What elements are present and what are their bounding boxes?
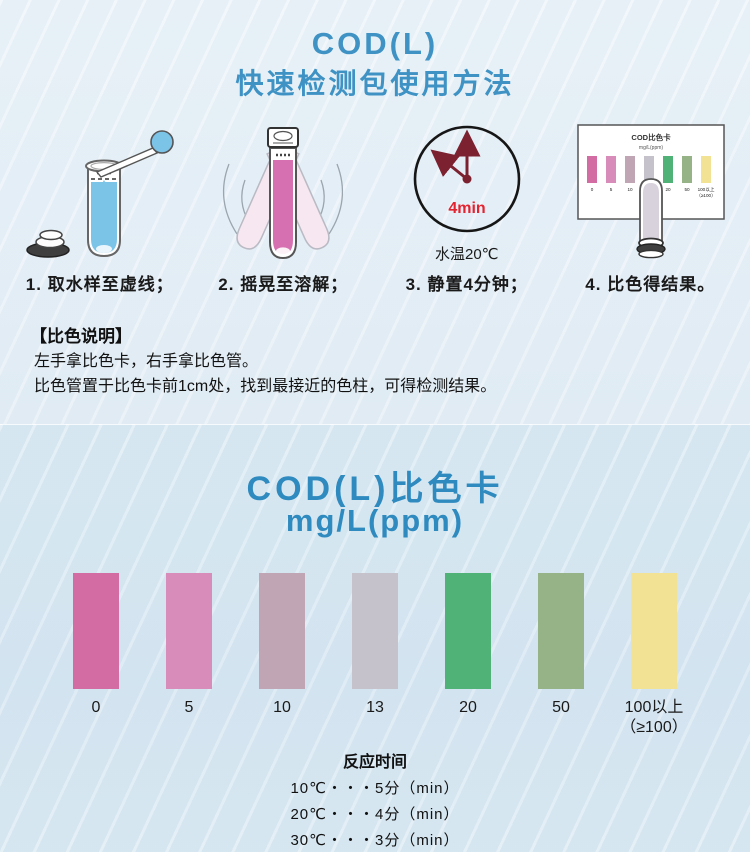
mini-card-subtitle: mg/L(ppm) (639, 145, 664, 151)
swatch-color-3 (352, 573, 398, 689)
reaction-time-line-3: 30℃・・・3分（min） (290, 832, 460, 849)
clock-hour-hand (430, 149, 468, 181)
step-1-caption: 1. 取水样至虚线； (25, 275, 174, 294)
swatch-label-4: 20 (459, 699, 477, 716)
page-title: COD(L) (311, 26, 439, 61)
step-2-caption: 2. 摇晃至溶解； (218, 275, 349, 294)
swatch-color-0 (73, 573, 119, 689)
page-subtitle: 快速检测包使用方法 (235, 68, 515, 99)
timer-area: 4min 水温20℃ (392, 112, 542, 264)
swatch-label-0: 0 (91, 699, 101, 716)
color-card-unit: mg/L(ppm) (285, 503, 465, 538)
color-card-compare-icon: COD比色卡 mg/L(ppm) (562, 112, 738, 264)
step-3: 4min 水温20℃ 3. 静置4分钟； (375, 112, 559, 295)
color-compare-instructions: 【比色说明】 左手拿比色卡，右手拿比色管。 比色管置于比色卡前1cm处，找到最接… (30, 324, 730, 399)
water-temp-note: 水温20℃ (434, 246, 499, 263)
comparison-tube-icon (636, 178, 666, 259)
timer-clock-icon: 4min (413, 125, 521, 233)
swatch-color-1 (166, 573, 212, 689)
swatch-col-6: 100以上 （≥100） (608, 573, 700, 738)
svg-text:100以上: 100以上 (698, 186, 715, 192)
tube-cap-icon (26, 229, 70, 258)
reaction-time-line-2: 20℃・・・4分（min） (290, 806, 460, 823)
svg-text:20: 20 (666, 187, 672, 192)
svg-text:5: 5 (610, 187, 613, 192)
swatch-label-3: 13 (366, 699, 384, 716)
swatch-col-4: 20 (422, 573, 514, 738)
clock-duration-label: 4min (448, 200, 485, 217)
step2-illustration (223, 127, 344, 260)
mini-color-card: COD比色卡 mg/L(ppm) (577, 124, 725, 220)
swatch-label-5: 50 (552, 699, 570, 716)
blue-liquid (90, 182, 117, 253)
svg-text:（≥100）: （≥100） (697, 193, 716, 198)
reaction-time-title: 反应时间 (342, 754, 407, 771)
swatch-col-5: 50 (515, 573, 607, 738)
svg-text:0: 0 (591, 187, 594, 192)
tube-sample-liquid (643, 183, 660, 239)
instructions-line-1: 左手拿比色卡，右手拿比色管。 (34, 353, 259, 370)
pink-liquid (273, 160, 294, 254)
dropper-into-test-tube-icon (12, 112, 188, 264)
mini-card-title: COD比色卡 (632, 132, 672, 142)
step-4: COD比色卡 mg/L(ppm) (559, 112, 743, 295)
steps-row: 1. 取水样至虚线； (8, 112, 742, 295)
swatch-col-2: 10 (236, 573, 328, 738)
step4-illustration: COD比色卡 mg/L(ppm) (577, 124, 725, 259)
clock-center-dot (462, 174, 472, 184)
step-4-caption: 4. 比色得结果。 (585, 275, 716, 294)
step1-illustration (26, 130, 174, 258)
swatch-label-2: 10 (273, 699, 291, 716)
instructions-line-2: 比色管置于比色卡前1cm处，找到最接近的色柱，可得检测结果。 (34, 378, 497, 395)
reaction-time-line-1: 10℃・・・5分（min） (290, 780, 460, 797)
dropper-icon (95, 130, 174, 178)
swatch-col-0: 0 (50, 573, 142, 738)
swatch-col-1: 5 (143, 573, 235, 738)
step-2: 2. 摇晃至溶解； (192, 112, 376, 295)
clock-face (413, 125, 521, 233)
color-card-title: COD(L)比色卡 (246, 470, 504, 508)
swatch-sublabel-6: （≥100） (620, 719, 688, 736)
instructions-heading: 【比色说明】 (30, 327, 132, 346)
usage-section: COD(L) 快速检测包使用方法 (0, 0, 750, 424)
swatch-color-6 (631, 573, 677, 689)
water-drop-icon (96, 180, 111, 201)
shaking-test-tube-icon (195, 112, 371, 264)
swatch-color-2 (259, 573, 305, 689)
svg-text:10: 10 (628, 187, 634, 192)
swatch-color-4 (445, 573, 491, 689)
capped-test-tube-icon (267, 127, 300, 260)
swatch-col-3: 13 (329, 573, 421, 738)
svg-text:50: 50 (685, 187, 691, 192)
step-1: 1. 取水样至虚线； (8, 112, 192, 295)
reaction-time-block: 反应时间 10℃・・・5分（min） 20℃・・・4分（min） 30℃・・・3… (0, 749, 750, 852)
color-card-section: COD(L)比色卡 mg/L(ppm) 0 5 10 13 (0, 424, 750, 852)
tube-cap-top (267, 127, 300, 148)
swatch-label-1: 5 (184, 699, 194, 716)
step-3-caption: 3. 静置4分钟； (405, 275, 528, 294)
swatch-color-5 (538, 573, 584, 689)
swatch-label-6: 100以上 (624, 699, 684, 716)
mini-card-bars (587, 156, 712, 183)
swatch-row: 0 5 10 13 20 (50, 573, 700, 738)
